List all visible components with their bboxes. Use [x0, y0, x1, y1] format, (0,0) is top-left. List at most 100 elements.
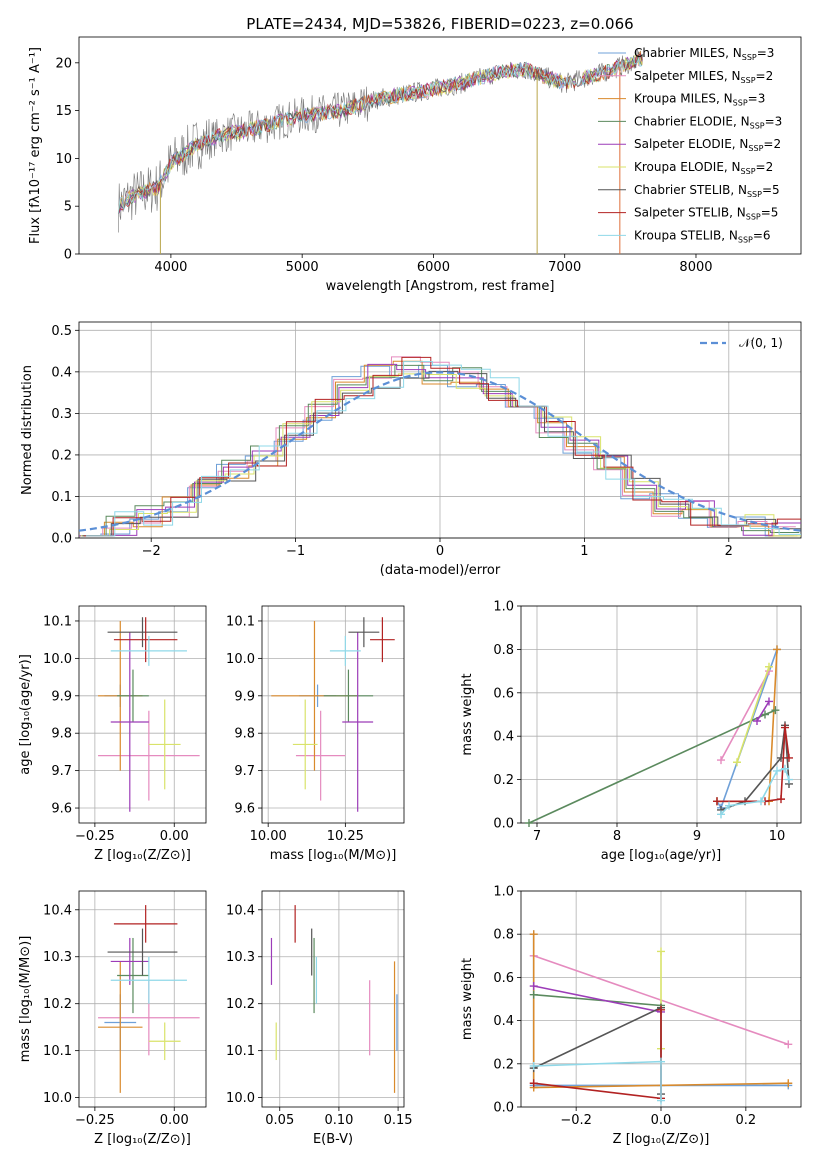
legend-entry: Kroupa MILES, NSSP=3	[634, 92, 765, 108]
error-bar-point	[98, 961, 143, 1093]
plus-marker	[784, 1040, 793, 1049]
legend-text: Chabrier STELIB, N	[634, 183, 747, 197]
error-bar-point	[113, 617, 178, 663]
legend-subscript: SSP	[750, 121, 765, 130]
x-axis-label: E(B-V)	[313, 1132, 353, 1147]
legend-entry: Salpeter ELODIE, NSSP=2	[634, 137, 781, 153]
legend-text: Kroupa MILES, N	[634, 92, 733, 106]
legend-entry: Chabrier STELIB, NSSP=5	[634, 183, 780, 199]
x-tick-label: −0.2	[560, 1113, 592, 1128]
mass-weight-line	[720, 670, 770, 761]
legend-text: =2	[756, 160, 774, 174]
x-axis-label: wavelength [Angstrom, rest frame]	[326, 279, 555, 294]
error-bar-point	[148, 699, 181, 790]
legend-text: =6	[753, 228, 771, 242]
y-tick-label: 1.0	[493, 885, 514, 900]
y-tick-label: 0.4	[493, 730, 514, 745]
plus-marker	[657, 947, 665, 956]
plus-marker	[529, 982, 538, 991]
plus-marker	[781, 764, 789, 773]
mass-weight-line	[736, 666, 770, 763]
y-tick-label: 9.8	[234, 727, 255, 742]
y-tick-label: 0.4	[493, 1014, 514, 1029]
x-tick-label: 10.00	[250, 829, 287, 844]
legend-text: Kroupa ELODIE, N	[634, 160, 741, 174]
legend-entry: Kroupa ELODIE, NSSP=2	[634, 160, 773, 176]
x-tick-label: 0	[436, 544, 444, 559]
error-bar-point	[370, 617, 395, 663]
axes-4: 7 8 9 10 0.0 0.2 0.4 0.6 0.8 1.0 age [log₁₀(age/yr…	[460, 600, 802, 863]
histogram-step-line	[82, 370, 801, 537]
error-bar-point	[117, 937, 149, 1014]
plus-marker	[773, 766, 781, 775]
x-tick-label: 0.00	[160, 829, 189, 844]
plus-marker	[771, 706, 780, 715]
error-bar-point	[117, 669, 149, 722]
legend-entry: Salpeter STELIB, NSSP=5	[634, 206, 778, 222]
y-axis-label: age [log₁₀(age/yr)]	[18, 654, 33, 775]
y-tick-label: 9.6	[51, 802, 72, 817]
y-tick-label: 10.0	[43, 1091, 72, 1106]
plus-marker	[657, 1057, 665, 1066]
mass-weight-line	[533, 985, 662, 1013]
plus-marker	[529, 1079, 538, 1088]
error-bar-point	[110, 956, 187, 1004]
legend-entry: Chabrier ELODIE, NSSP=3	[634, 114, 782, 130]
plot-frame	[261, 890, 405, 1108]
legend-subscript: SSP	[746, 213, 761, 222]
y-tick-label: 10.3	[226, 950, 255, 965]
mass-weight-line	[533, 1060, 662, 1101]
x-tick-label: −1	[286, 544, 305, 559]
histogram-step-line	[85, 361, 801, 537]
y-tick-label: 0.2	[493, 1057, 514, 1072]
x-axis-label: Z [log₁₀(Z/Z⊙)]	[94, 848, 191, 863]
y-tick-label: 0.3	[51, 407, 72, 422]
x-tick-label: −0.25	[75, 829, 115, 844]
axes-1: −2 −1 0 1 2 0.0 0.1 0.2 0.3 0.4 0.5 (data-model)/er…	[20, 321, 802, 578]
legend-entry: Chabrier MILES, NSSP=3	[634, 46, 774, 62]
x-tick-label: 0.10	[324, 1113, 353, 1128]
y-tick-label: 0.6	[493, 686, 514, 701]
y-tick-label: 0.8	[493, 643, 514, 658]
plus-marker	[785, 753, 793, 762]
axes-6: 0.05 0.10 0.15 10.0 10.1 10.2 10.3 10.4 E(B-V)	[226, 890, 413, 1147]
y-tick-label: 0.4	[51, 365, 72, 380]
y-tick-label: 10.1	[226, 614, 255, 629]
plus-marker	[773, 645, 781, 654]
legend-subscript: SSP	[747, 190, 762, 199]
error-bar-point	[292, 699, 318, 790]
x-tick-label: 1	[580, 544, 588, 559]
x-axis-label: Z [log₁₀(Z/Z⊙)]	[94, 1132, 191, 1147]
y-tick-label: 10.4	[43, 903, 72, 918]
y-tick-label: 1.0	[493, 600, 514, 615]
x-tick-label: 0.0	[651, 1113, 672, 1128]
x-tick-label: −2	[142, 544, 161, 559]
y-tick-label: 5	[64, 200, 72, 215]
y-axis-label: mass [log₁₀(M/M⊙)]	[18, 936, 33, 1063]
plus-marker	[529, 930, 538, 939]
error-bar-point	[110, 632, 149, 812]
mass-weight-line	[533, 993, 662, 1007]
y-tick-label: 0.1	[51, 490, 72, 505]
y-axis-label: Normed distribution	[20, 365, 35, 495]
x-tick-label: 9	[693, 829, 701, 844]
x-tick-label: 7000	[548, 260, 581, 275]
error-bar-point	[342, 632, 374, 812]
error-bar-point	[110, 635, 187, 666]
plot-frame	[520, 890, 802, 1108]
x-tick-label: 8	[613, 829, 621, 844]
y-axis-label: mass weight	[460, 958, 475, 1040]
x-tick-label: 10	[769, 829, 786, 844]
plus-marker	[784, 1079, 793, 1088]
plus-marker	[733, 758, 741, 767]
axes-0: 4000 5000 6000 7000 8000 0 5 10 15 20 wavelength […	[28, 36, 802, 294]
chart-title: PLATE=2434, MJD=53826, FIBERID=0223, z=0…	[246, 15, 633, 33]
error-bar-point	[323, 669, 374, 722]
x-tick-label: 10.25	[327, 829, 364, 844]
plus-marker	[781, 723, 789, 732]
plus-marker	[765, 697, 773, 706]
x-axis-label: age [log₁₀(age/yr)]	[601, 848, 722, 863]
legend-entry: Kroupa STELIB, NSSP=6	[634, 228, 771, 244]
legend-entry: 𝒩(0, 1)	[739, 336, 783, 350]
x-tick-label: −0.25	[75, 1113, 115, 1128]
